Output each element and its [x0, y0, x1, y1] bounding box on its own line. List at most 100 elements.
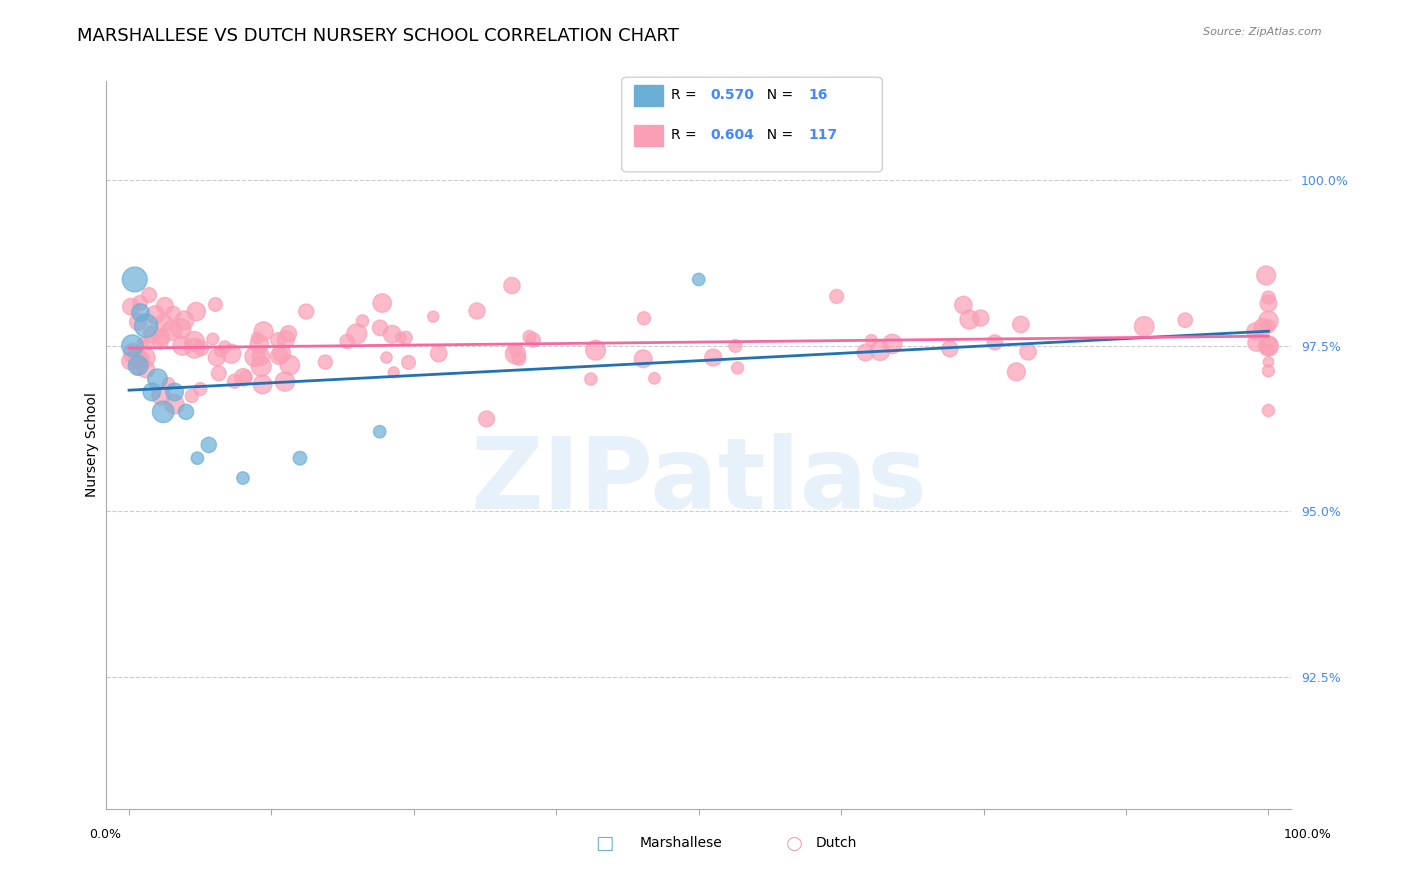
- Point: [170, 322, 193, 336]
- Point: [368, 425, 391, 439]
- Point: [120, 300, 142, 314]
- Point: [427, 346, 450, 360]
- Point: [869, 343, 891, 358]
- Point: [1010, 318, 1032, 332]
- Point: [209, 344, 232, 359]
- Point: [172, 339, 194, 353]
- Point: [129, 295, 152, 310]
- Point: [508, 351, 530, 366]
- Point: [475, 412, 498, 426]
- Point: [295, 304, 318, 318]
- Point: [269, 349, 291, 363]
- Text: Marshallese: Marshallese: [640, 836, 723, 850]
- Point: [183, 341, 205, 355]
- Text: 100.0%: 100.0%: [1284, 828, 1331, 840]
- Point: [1257, 364, 1279, 378]
- Text: 16: 16: [808, 88, 828, 103]
- Point: [186, 451, 208, 466]
- Point: [153, 316, 176, 330]
- Point: [398, 355, 420, 369]
- Point: [503, 343, 526, 357]
- Point: [519, 330, 541, 344]
- Point: [1251, 320, 1274, 334]
- Point: [235, 369, 257, 384]
- Text: ○: ○: [786, 833, 803, 853]
- Point: [382, 365, 405, 379]
- Point: [204, 297, 226, 311]
- Point: [1256, 268, 1278, 283]
- Point: [190, 341, 212, 355]
- Point: [186, 304, 208, 318]
- Point: [1257, 319, 1279, 334]
- Point: [288, 451, 311, 466]
- Point: [1246, 335, 1268, 350]
- Point: [702, 351, 724, 365]
- Point: [127, 315, 149, 329]
- FancyBboxPatch shape: [621, 78, 883, 172]
- Point: [633, 311, 655, 326]
- Point: [146, 372, 169, 386]
- Point: [141, 327, 163, 342]
- Point: [336, 334, 359, 349]
- Text: R =: R =: [672, 128, 702, 143]
- Point: [643, 371, 665, 385]
- Point: [232, 370, 254, 384]
- Point: [197, 438, 219, 452]
- Point: [132, 336, 155, 351]
- Bar: [634, 125, 664, 146]
- Text: Source: ZipAtlas.com: Source: ZipAtlas.com: [1204, 27, 1322, 37]
- Point: [250, 350, 273, 364]
- Text: ZIPatlas: ZIPatlas: [470, 433, 927, 530]
- Point: [122, 346, 145, 360]
- Y-axis label: Nursery School: Nursery School: [86, 392, 100, 498]
- Point: [219, 346, 242, 360]
- Point: [375, 351, 398, 365]
- Point: [214, 340, 236, 354]
- Point: [181, 389, 204, 403]
- Point: [1257, 338, 1279, 352]
- Point: [173, 313, 195, 327]
- Text: 0.0%: 0.0%: [90, 828, 121, 840]
- Point: [274, 375, 297, 389]
- Point: [270, 346, 292, 360]
- Point: [252, 324, 274, 338]
- Point: [1257, 343, 1279, 357]
- Point: [274, 332, 297, 346]
- Point: [145, 308, 167, 322]
- Point: [346, 326, 368, 341]
- Point: [153, 299, 176, 313]
- Point: [1174, 313, 1197, 327]
- Point: [1257, 314, 1279, 328]
- Point: [149, 334, 172, 349]
- Point: [277, 326, 299, 341]
- Point: [127, 359, 149, 373]
- Point: [522, 333, 544, 347]
- Point: [368, 321, 391, 335]
- Point: [132, 351, 155, 365]
- Point: [1257, 291, 1279, 305]
- Point: [1257, 296, 1279, 310]
- Point: [208, 367, 231, 381]
- Point: [188, 382, 211, 396]
- Point: [135, 318, 157, 333]
- Point: [727, 361, 749, 376]
- Point: [371, 296, 394, 310]
- Point: [246, 331, 269, 345]
- Point: [141, 384, 163, 399]
- Point: [174, 405, 197, 419]
- Point: [1133, 319, 1156, 334]
- Text: 0.604: 0.604: [710, 128, 755, 143]
- Point: [957, 312, 980, 326]
- Point: [724, 339, 747, 353]
- Point: [314, 355, 336, 369]
- Point: [232, 471, 254, 485]
- Point: [825, 289, 848, 303]
- Point: [247, 337, 270, 351]
- Point: [127, 351, 149, 365]
- Point: [465, 304, 488, 318]
- Point: [124, 272, 146, 286]
- Point: [152, 405, 174, 419]
- Point: [243, 350, 266, 364]
- Point: [585, 343, 607, 358]
- Text: 0.570: 0.570: [710, 88, 755, 103]
